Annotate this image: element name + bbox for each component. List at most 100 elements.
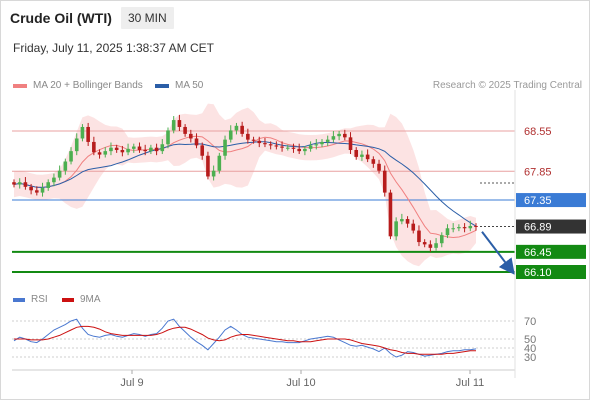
rsi-swatch-icon [13,297,25,302]
level-tag-support-2 [516,265,586,279]
research-credit: Research © 2025 Trading Central [432,80,582,91]
candle-body [63,161,68,171]
candle-body [331,136,336,140]
candle-body [206,155,210,177]
legend-ma20-label: MA 20 + Bollinger Bands [33,80,143,91]
candle-body [377,163,381,171]
candle-body [400,219,404,222]
candle-body [371,159,376,164]
candle-body [445,228,450,236]
candle-body [451,228,455,230]
candle-body [240,125,244,134]
candle-body [251,139,256,141]
ma20-line [13,135,477,239]
level-tag-support-1 [516,244,586,259]
legend-rsi-ma: 9MA [62,294,101,305]
legend-rsi: RSI [13,294,48,305]
rsi-tick-50: 50 [524,334,536,346]
candle-body [468,225,473,229]
level-label-resistance-2: 68.55 [524,126,552,138]
candle-body [474,225,478,227]
candle-body [23,182,28,187]
candle-body [394,221,398,237]
candle-body [189,133,193,139]
candle-body [303,148,307,152]
candle-body [434,243,438,248]
candle-body [57,170,62,178]
x-tick-label: Jul 10 [286,377,315,389]
candle-body [40,187,45,193]
level-label-support-1: 66.45 [524,247,552,259]
candle-body [17,182,22,185]
candle-body [263,143,267,145]
legend-ma50: MA 50 [155,80,203,91]
level-label-current-price: 66.89 [524,222,552,234]
candle-body [12,182,16,185]
candle-body [308,145,313,149]
level-label-pivot: 67.35 [524,195,552,207]
candle-body [360,154,364,157]
candle-body [439,235,444,244]
candle-body [86,126,90,142]
candle-body [149,147,153,152]
candle-body [143,149,147,152]
candle-body [291,147,296,149]
candle-body [103,151,108,155]
candle-body [422,242,427,245]
candle-body [194,138,199,146]
candle-body [417,230,421,243]
timeframe-badge[interactable]: 30 MIN [121,7,174,29]
candle-body [325,139,330,142]
candle-body [109,147,113,152]
legend-rsi-label: RSI [31,294,48,305]
candle-body [137,146,142,150]
ma50-swatch-icon [155,83,169,88]
candle-body [343,133,347,138]
candle-body [211,170,216,177]
candle-body [177,120,182,127]
candle-body [171,120,176,131]
candle-body [29,186,33,191]
legend-ma20: MA 20 + Bollinger Bands [13,80,143,91]
candle-body [274,145,279,147]
candle-body [457,227,461,229]
level-tag-current-price [516,219,586,234]
rsi-ma-swatch-icon [62,297,74,302]
candle-body [228,130,233,140]
candle-body [120,149,125,153]
candle-body [257,140,262,144]
candle-body [365,154,370,160]
ma20-swatch-icon [13,83,27,88]
candle-body [285,147,290,149]
candle-body [223,139,227,156]
forecast-arrow [481,231,515,275]
rsi-ma-line [14,325,476,355]
candle-body [114,147,119,150]
candle-body [354,149,359,157]
legend-ma50-label: MA 50 [175,80,204,91]
rsi-tick-70: 70 [524,316,536,328]
chart-datetime: Friday, July 11, 2025 1:38:37 AM CET [13,41,214,55]
level-label-resistance-1: 67.85 [524,166,552,178]
candle-body [217,155,222,171]
rsi-line [13,318,477,358]
candle-body [428,244,433,248]
candle-body [234,125,239,131]
instrument-title: Crude Oil (WTI) [10,10,112,26]
candle-body [405,219,410,224]
candle-body [388,192,393,237]
candle-body [74,138,79,152]
candle-body [348,137,353,150]
ma50-line [13,141,477,227]
candle-body [131,146,136,149]
candle-body [69,151,73,162]
candle-body [126,148,130,153]
candle-body [280,146,284,148]
candle-body [183,126,187,134]
candle-body [35,190,39,193]
level-label-support-2: 66.10 [524,267,552,279]
candle-body [92,141,96,153]
candle-body [97,152,102,155]
candle-body [200,145,205,156]
